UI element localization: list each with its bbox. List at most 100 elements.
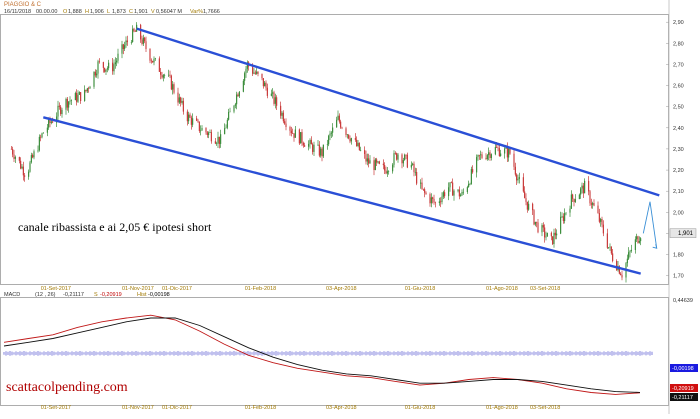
candle-body (41, 133, 43, 138)
candle-body (136, 24, 138, 32)
candle-body (28, 171, 30, 177)
candle-body (169, 74, 171, 76)
channel-lower-line[interactable] (42, 116, 642, 275)
candle-body (158, 58, 160, 72)
high-label: H (85, 9, 89, 15)
candle-body (592, 203, 594, 205)
candle-body (70, 100, 72, 101)
candle-body (496, 147, 498, 148)
candle-body (161, 74, 163, 78)
candle-body (628, 252, 630, 259)
candle-body (581, 185, 583, 189)
candle-body (582, 185, 584, 194)
channel-upper-line[interactable] (136, 27, 660, 197)
candle-body (485, 157, 487, 159)
close-value: 1,901 (134, 9, 148, 15)
candle-body (357, 142, 359, 146)
candle-body (424, 189, 426, 193)
candle-body (69, 100, 71, 102)
price-tick: 1,80 (673, 253, 684, 259)
close-label: C (129, 9, 133, 15)
macd-legend: MACD (12 , 26) -0,21117 S -0,20919 Hist … (4, 292, 170, 298)
candle-body (326, 144, 328, 145)
candle-body (524, 191, 526, 199)
candle-body (556, 233, 558, 236)
candle-body (52, 121, 54, 123)
candle-body (478, 155, 480, 156)
candle-body (640, 238, 642, 242)
candle-body (542, 225, 544, 228)
trend-channel[interactable] (42, 27, 660, 275)
candle-body (589, 191, 591, 204)
candle-body (280, 105, 282, 116)
candle-body (365, 154, 367, 162)
candle-body (96, 73, 98, 76)
candle-body (480, 154, 482, 156)
price-tick: 1,70 (673, 274, 684, 280)
candle-body (593, 203, 595, 206)
candle-body (392, 164, 394, 172)
hist-label: Hist (137, 292, 147, 298)
candle-body (354, 138, 356, 140)
candle-body (272, 92, 274, 94)
candle-body (238, 91, 240, 97)
candle-body (114, 62, 116, 65)
candle-body (636, 236, 638, 240)
projection-arrow (642, 201, 658, 249)
macd-panel-frame (0, 297, 669, 406)
high-value: 1,906 (90, 9, 104, 15)
candle-body (201, 128, 203, 131)
candle-body (500, 153, 502, 156)
hist-value-box (670, 364, 698, 372)
candle-body (350, 138, 352, 142)
candle-body (208, 132, 210, 135)
candle-body (421, 182, 423, 189)
candle-body (626, 258, 628, 264)
candle-body (388, 171, 390, 172)
candle-body (590, 203, 592, 205)
signal-value-box (670, 384, 698, 392)
candle-body (214, 141, 216, 144)
candle-body (270, 93, 272, 96)
candle-body (364, 150, 366, 154)
candle-body (572, 194, 574, 199)
candle-body (294, 129, 296, 138)
candle-body (337, 115, 339, 120)
price-tick: 2,60 (673, 84, 684, 90)
candle-body (160, 71, 162, 75)
candle-body (244, 73, 246, 81)
candle-body (420, 182, 422, 184)
candle-body (434, 202, 436, 204)
macd-title: MACD (4, 292, 20, 298)
candle-body (345, 128, 347, 135)
candle-body (616, 261, 618, 271)
candle-body (332, 127, 334, 133)
candle-body (322, 144, 324, 157)
candle-body (152, 60, 154, 63)
price-tick: 2,20 (673, 168, 684, 174)
candle-body (544, 227, 546, 238)
macd-value: -0,21117 (63, 292, 84, 298)
candle-body (545, 236, 547, 238)
candle-body (320, 148, 322, 156)
candle-body (481, 154, 483, 158)
price-axis: 2,90 2,80 2,70 2,60 2,50 2,40 2,30 2,20 2,10 2,00… (666, 20, 684, 280)
var-value: 1,7666 (203, 9, 220, 15)
candle-body (58, 105, 60, 107)
candle-body (261, 73, 263, 79)
date-tick: 03-Apr-2018 (326, 405, 357, 411)
candle-body (569, 208, 571, 213)
candle-body (178, 97, 180, 103)
volume-label: V (151, 9, 155, 15)
candle-body (537, 222, 539, 233)
date-tick: 01-Giu-2018 (405, 405, 436, 411)
candle-body (209, 132, 211, 133)
candle-body (341, 127, 343, 129)
candle-body (149, 49, 151, 61)
candle-body (300, 132, 302, 144)
candle-body (514, 166, 516, 175)
candle-body (429, 194, 431, 204)
date-tick: 03-Set-2018 (530, 286, 560, 292)
date-tick: 01-Ago-2018 (486, 405, 518, 411)
